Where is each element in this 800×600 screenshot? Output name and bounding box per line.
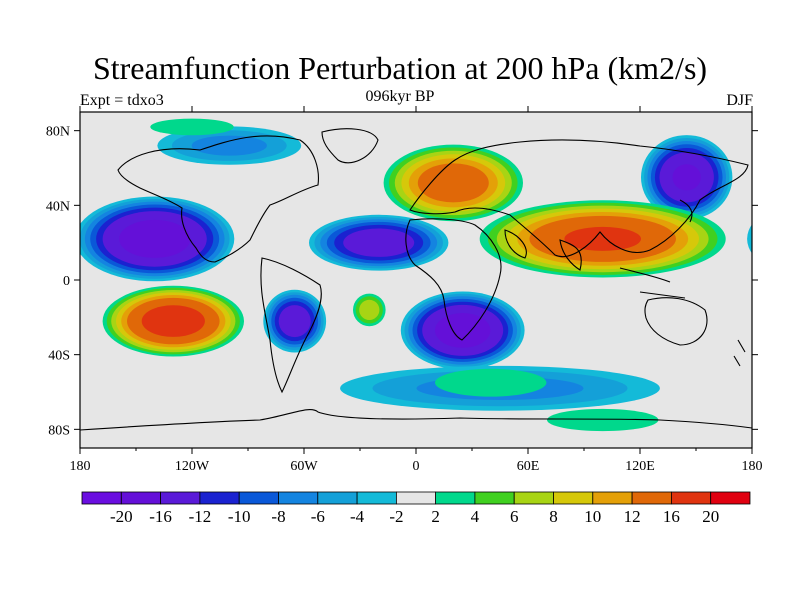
x-tick-label: 180 [742,459,763,474]
contour-south-indian-low [400,291,525,370]
contour-level [359,299,380,320]
y-tick-label: 0 [63,274,70,289]
season-label: DJF [726,92,753,109]
colorbar: -20 -16 -12 -10 -8 -6 -4 -2 2 4 6 8 10 12 16 20 [81,491,751,526]
colorbar-label: -12 [189,507,212,526]
contour-level [768,208,800,271]
colorbar-label: 16 [663,507,680,526]
contour-south-america-low [263,289,327,353]
colorbar-label: -20 [110,507,133,526]
contour-level [672,164,701,191]
colorbar-swatch [395,491,437,505]
contour-level [141,305,205,337]
contour-level [119,219,191,258]
colorbar-swatch [81,491,122,505]
colorbar-label: -10 [228,507,251,526]
y-tick-label: 40S [48,349,70,364]
contour-north-pacific-high [641,135,733,220]
contour-subtropical-atlantic-low [309,214,449,271]
colorbar-swatch [317,491,358,505]
colorbar-swatch [553,491,594,505]
colorbar-swatch [710,491,751,505]
colorbar-label: 4 [471,507,480,526]
contour-level [747,224,752,254]
contour-subtropical-pacific-low [80,196,800,282]
x-tick-label: 120E [625,459,655,474]
contour-level [343,228,415,257]
contour-level [191,135,267,156]
contour-antarctic-positive-a [547,408,659,432]
contour-level [757,202,800,277]
x-tick-label: 120W [175,459,210,474]
contour-asian-monsoon-high [479,200,726,278]
experiment-label: Expt = tdxo3 [80,92,164,109]
x-tick-label: 180 [70,459,91,474]
y-tick-label: 80S [48,423,70,438]
x-tick-label: 60W [290,459,318,474]
colorbar-swatch [631,491,672,505]
colorbar-swatch [592,491,633,505]
colorbar-label: -4 [350,507,365,526]
contour-level [278,305,311,338]
contour-level [775,211,800,267]
contour-level [564,226,641,251]
colorbar-swatch [435,491,476,505]
y-tick-label: 40N [46,199,70,214]
colorbar-label: -16 [149,507,172,526]
colorbar-swatch [474,491,515,505]
colorbar-label: -2 [389,507,403,526]
contour-level [417,163,489,203]
contour-level [150,118,234,136]
colorbar-label: 6 [510,507,519,526]
colorbar-swatch [238,491,279,505]
x-tick-label: 0 [413,459,420,474]
colorbar-swatch [671,491,712,505]
x-tick-label: 60E [517,459,540,474]
map-axes: 180 120W 60W 0 60E 120E 180 80N 40N 0 40S 80S [46,106,763,474]
contour-arctic-low-america [157,126,302,165]
colorbar-swatch [199,491,240,505]
colorbar-label: 10 [584,507,601,526]
colorbar-label: -8 [271,507,285,526]
contour-north-atlantic-high [383,144,523,222]
time-label: 096kyr BP [365,88,435,105]
colorbar-swatch [278,491,319,505]
contour-level [791,220,800,258]
colorbar-swatch [160,491,201,505]
colorbar-label: 2 [431,507,440,526]
colorbar-swatch [120,491,161,505]
contour-level [751,235,752,242]
colorbar-swatch [513,491,554,505]
colorbar-label: -6 [311,507,325,526]
contour-level [547,408,659,432]
contour-level [435,313,491,348]
colorbar-label: 20 [702,507,719,526]
page-title: Streamfunction Perturbation at 200 hPa (… [92,50,708,86]
contour-arctic-positive [150,118,234,136]
contour-south-atlantic-positive [435,368,547,397]
contour-south-atlantic-high [353,293,386,327]
contour-level [762,205,800,274]
coastlines [80,128,752,431]
streamfunction-field [80,112,800,448]
colorbar-swatch [356,491,397,505]
colorbar-label: 8 [549,507,558,526]
colorbar-label: 12 [624,507,641,526]
contour-level [435,368,547,397]
contour-south-pacific-high [102,285,244,357]
y-tick-label: 80N [46,125,70,140]
